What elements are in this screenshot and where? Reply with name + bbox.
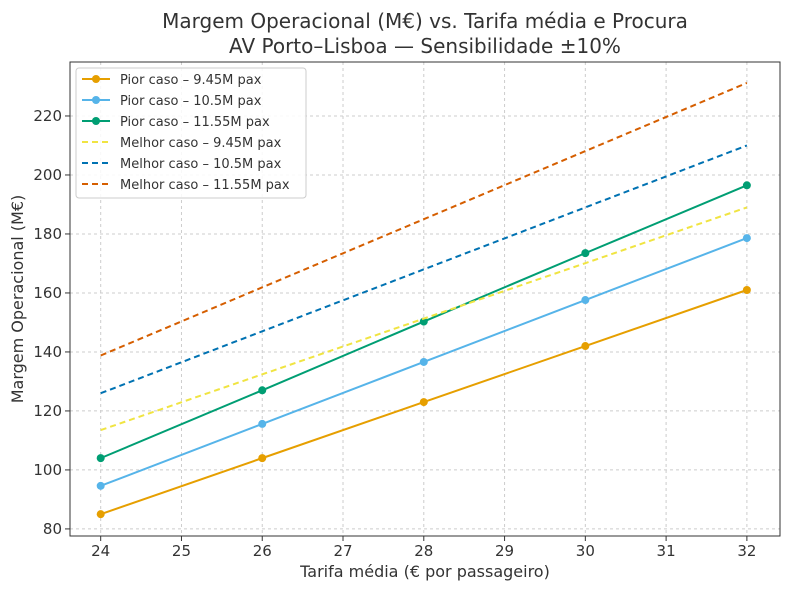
legend-label: Melhor caso – 10.5M pax xyxy=(120,157,282,172)
plot-frame xyxy=(69,61,781,537)
y-axis-label: Margem Operacional (M€) xyxy=(8,195,27,404)
x-tick-label: 26 xyxy=(253,542,272,560)
x-tick-label: 24 xyxy=(91,542,110,560)
legend-label: Pior caso – 10.5M pax xyxy=(120,94,262,109)
data-point xyxy=(742,286,751,295)
x-axis-label: Tarifa média (€ por passageiro) xyxy=(299,562,550,581)
x-tick-label: 25 xyxy=(172,542,191,560)
data-point xyxy=(258,454,267,463)
ticks: 24 25 26 27 28 29 30 31 32 80 100 120 140 160 180 200 22… xyxy=(33,107,756,560)
y-tick-label: 160 xyxy=(33,284,62,302)
data-point xyxy=(258,386,267,395)
data-point xyxy=(96,510,105,519)
data-point xyxy=(581,342,590,351)
data-point xyxy=(742,181,751,190)
data-point xyxy=(96,481,105,490)
data-point xyxy=(419,398,428,407)
y-tick-label: 200 xyxy=(33,166,62,184)
series-line-4 xyxy=(100,206,748,432)
data-point xyxy=(581,249,590,258)
data-point xyxy=(96,454,105,463)
legend: Pior caso – 9.45M pax Pior caso – 10.5M p… xyxy=(75,67,307,199)
x-tick-label: 29 xyxy=(495,542,514,560)
chart-title: Margem Operacional (M€) vs. Tarifa média… xyxy=(162,9,688,33)
x-tick-label: 28 xyxy=(414,542,433,560)
chart-subtitle: AV Porto–Lisboa — Sensibilidade ±10% xyxy=(229,34,621,58)
legend-box xyxy=(75,67,307,199)
legend-marker xyxy=(92,96,100,104)
data-point xyxy=(581,296,590,305)
data-point xyxy=(258,419,267,428)
x-tick-label: 30 xyxy=(576,542,595,560)
x-tick-label: 32 xyxy=(737,542,756,560)
series-line-6 xyxy=(100,82,748,357)
y-tick-label: 120 xyxy=(33,402,62,420)
legend-marker xyxy=(92,117,100,125)
legend-label: Pior caso – 11.55M pax xyxy=(120,115,270,130)
y-tick-label: 180 xyxy=(33,225,62,243)
y-tick-label: 100 xyxy=(33,461,62,479)
series-line-5 xyxy=(100,144,748,395)
legend-label: Melhor caso – 11.55M pax xyxy=(120,178,290,193)
legend-marker xyxy=(92,75,100,83)
data-point xyxy=(419,357,428,366)
x-tick-label: 31 xyxy=(657,542,676,560)
series-group xyxy=(96,82,751,519)
y-tick-label: 220 xyxy=(33,107,62,125)
data-point xyxy=(742,234,751,243)
y-tick-label: 80 xyxy=(43,520,62,538)
legend-label: Pior caso – 9.45M pax xyxy=(120,73,262,88)
legend-label: Melhor caso – 9.45M pax xyxy=(120,136,282,151)
y-tick-label: 140 xyxy=(33,343,62,361)
x-tick-label: 27 xyxy=(333,542,352,560)
data-point xyxy=(419,317,428,326)
